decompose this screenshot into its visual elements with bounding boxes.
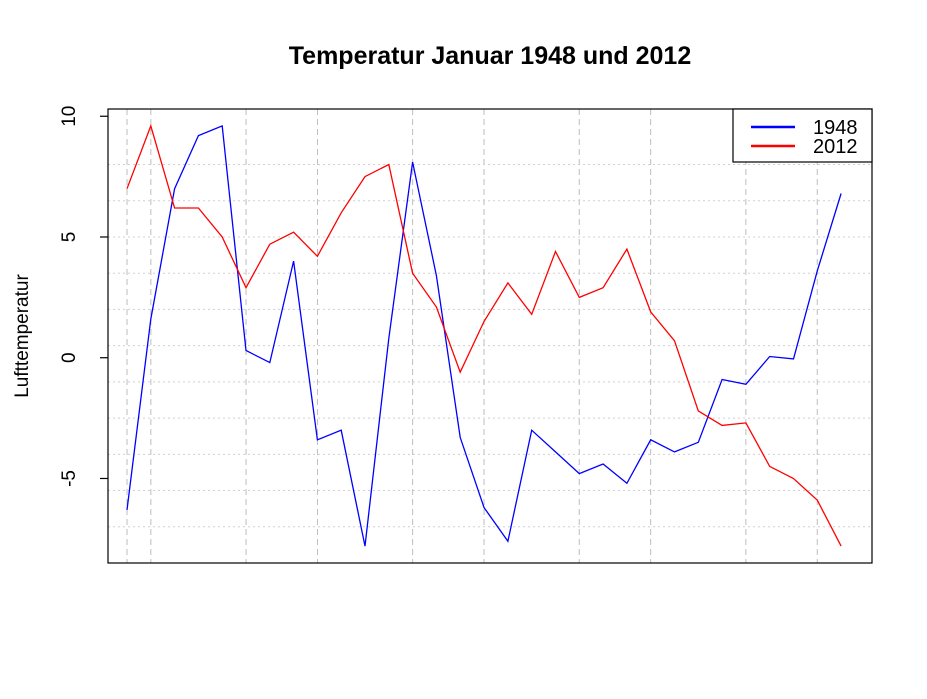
plot-frame <box>107 108 873 564</box>
legend-label-2012: 2012 <box>813 136 858 158</box>
y-tick-label: 10 <box>59 106 80 127</box>
y-axis-label: Lufttemperatur <box>12 274 33 398</box>
grid <box>108 109 872 563</box>
series-lines <box>126 123 842 547</box>
y-tick-label: -5 <box>59 470 80 487</box>
series-line-2012 <box>126 123 842 547</box>
y-tick-label: 0 <box>59 352 80 363</box>
y-tick-label: 5 <box>59 232 80 243</box>
chart-title: Temperatur Januar 1948 und 2012 <box>289 42 692 70</box>
series-line-1948 <box>126 124 842 547</box>
legend-label-1948: 1948 <box>813 117 858 139</box>
y-axis: -5 0 5 10 <box>59 106 108 487</box>
legend-box <box>732 108 873 163</box>
